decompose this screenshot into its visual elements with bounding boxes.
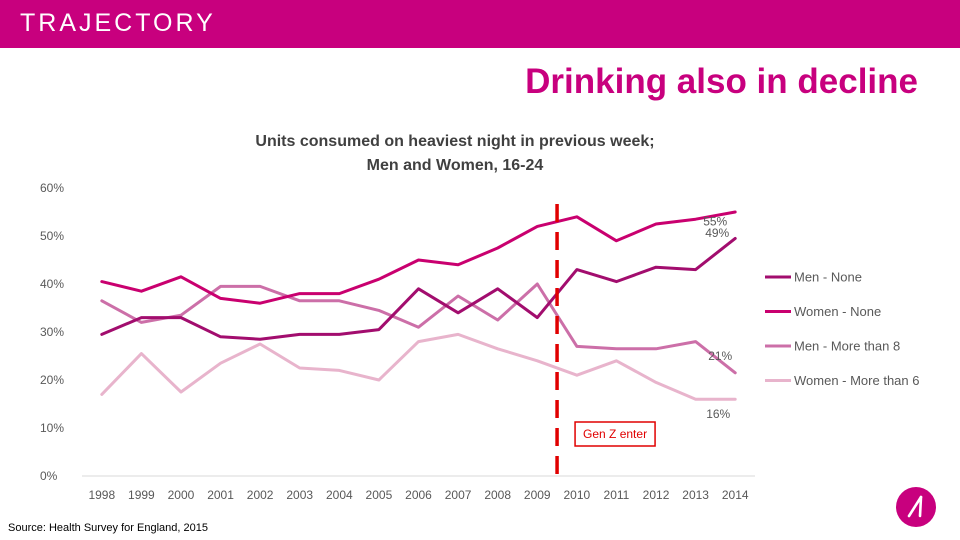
data-label: 21% [708, 349, 732, 363]
y-tick-label: 30% [40, 325, 64, 339]
y-tick-label: 10% [40, 421, 64, 435]
source-note: Source: Health Survey for England, 2015 [8, 522, 208, 534]
x-tick-label: 2004 [326, 488, 353, 502]
legend-label: Women - More than 6 [794, 373, 919, 388]
x-tick-label: 2001 [207, 488, 234, 502]
data-label: 55% [703, 214, 727, 228]
x-tick-label: 1998 [88, 488, 115, 502]
y-tick-label: 0% [40, 469, 58, 483]
logo-mark-icon [907, 495, 923, 518]
legend-label: Women - None [794, 304, 881, 319]
x-tick-label: 2014 [722, 488, 749, 502]
chart-subtitle: Men and Women, 16-24 [366, 157, 544, 174]
x-tick-label: 1999 [128, 488, 155, 502]
trajectory-logo-icon [896, 487, 936, 527]
series-line [100, 210, 737, 305]
x-tick-label: 2009 [524, 488, 551, 502]
data-label: 49% [705, 226, 729, 240]
x-tick-label: 2002 [247, 488, 274, 502]
series-line [100, 236, 737, 341]
x-tick-label: 2011 [604, 488, 630, 502]
top-bar: TRAJECTORY [0, 0, 960, 48]
series-line [100, 282, 737, 375]
chart-title-block: Units consumed on heaviest night in prev… [240, 130, 670, 178]
x-tick-label: 2005 [366, 488, 393, 502]
brand-logo-text: TRAJECTORY [20, 9, 216, 37]
x-tick-label: 2010 [564, 488, 591, 502]
x-tick-label: 2013 [682, 488, 709, 502]
legend-label: Men - More than 8 [794, 339, 900, 354]
y-tick-label: 50% [40, 229, 64, 243]
data-label: 16% [706, 407, 730, 421]
legend-label: Men - None [794, 270, 862, 285]
chart-title: Units consumed on heaviest night in prev… [255, 133, 655, 150]
x-tick-label: 2003 [286, 488, 313, 502]
x-tick-label: 2008 [484, 488, 511, 502]
page-headline: Drinking also in decline [525, 62, 918, 101]
annotation-label: Gen Z enter [583, 427, 647, 441]
y-tick-label: 20% [40, 373, 64, 387]
x-tick-label: 2000 [168, 488, 195, 502]
series-line [100, 332, 737, 401]
x-tick-label: 2012 [643, 488, 670, 502]
y-tick-label: 40% [40, 277, 64, 291]
x-tick-label: 2007 [445, 488, 472, 502]
y-tick-label: 60% [40, 181, 64, 195]
x-tick-label: 2006 [405, 488, 432, 502]
annotation-box [574, 421, 656, 447]
